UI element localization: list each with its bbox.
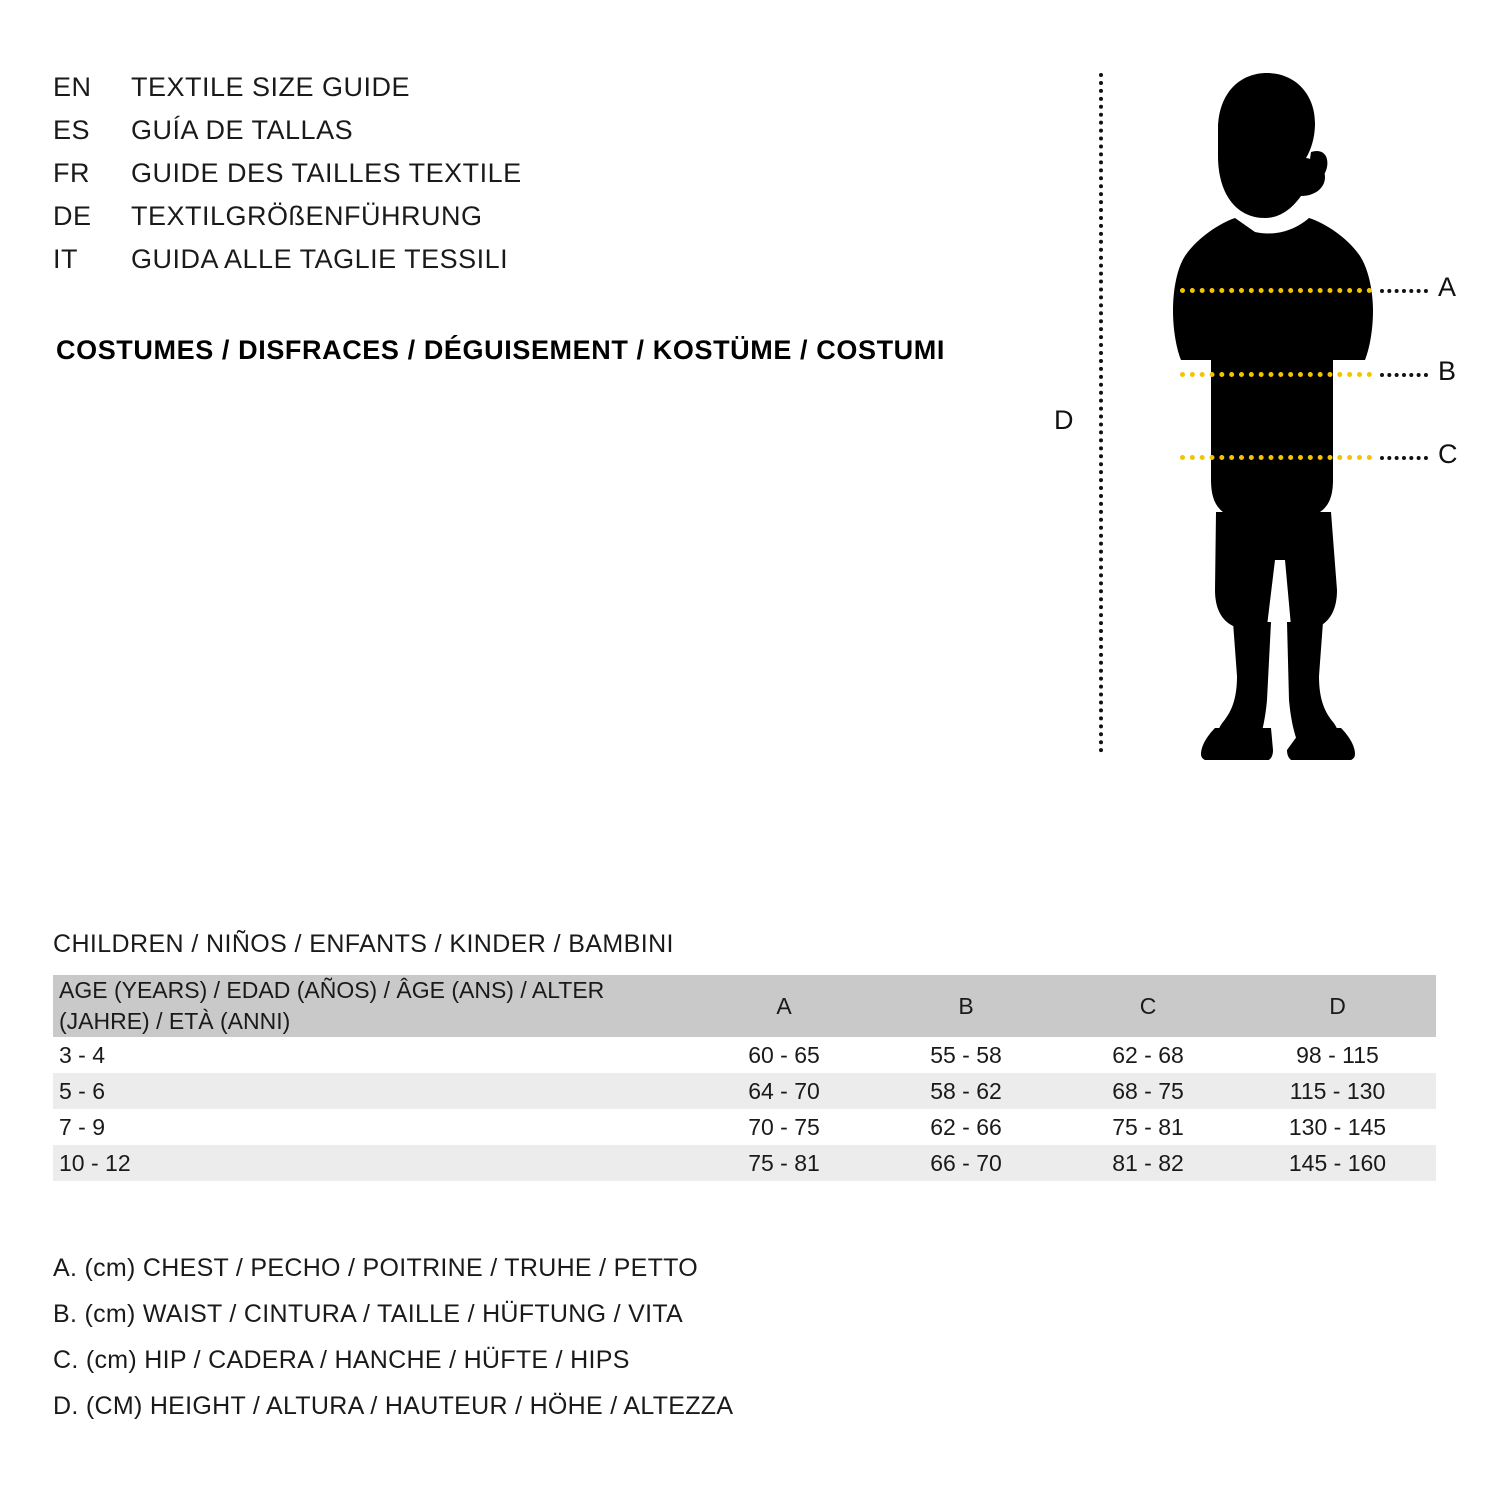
cell-b: 55 - 58	[930, 1041, 1002, 1068]
leader-line-waist	[1380, 373, 1428, 377]
language-title: GUÍA DE TALLAS	[131, 115, 354, 145]
column-header-age: AGE (YEARS) / EDAD (AÑOS) / ÂGE (ANS) / …	[59, 977, 605, 1035]
cell-c: 81 - 82	[1112, 1149, 1184, 1176]
cell-age: 7 - 9	[59, 1113, 106, 1140]
language-title: TEXTILE SIZE GUIDE	[131, 72, 411, 102]
language-code: ES	[53, 115, 91, 145]
column-header-d: D	[1329, 992, 1346, 1019]
child-silhouette-icon	[1173, 73, 1373, 760]
cell-c: 68 - 75	[1112, 1077, 1184, 1104]
cell-a: 64 - 70	[748, 1077, 820, 1104]
cell-a: 60 - 65	[748, 1041, 820, 1068]
marker-label-b: B	[1438, 356, 1457, 386]
cell-d: 145 - 160	[1288, 1149, 1387, 1176]
size-table-section: CHILDREN / NIÑOS / ENFANTS / KINDER / BA…	[53, 930, 1443, 1182]
cell-a: 70 - 75	[748, 1113, 820, 1140]
table-row: 10 - 12 75 - 81 66 - 70 81 - 82 145 - 16…	[53, 1145, 1436, 1182]
table-row: 7 - 9 70 - 75 62 - 66 75 - 81 130 - 145	[53, 1109, 1436, 1146]
leader-line-hip	[1380, 456, 1428, 460]
measurement-legend: A. (cm) CHEST / PECHO / POITRINE / TRUHE…	[53, 1245, 1053, 1429]
table-row: 3 - 4 60 - 65 55 - 58 62 - 68 98 - 115	[53, 1037, 1436, 1074]
cell-age: 5 - 6	[59, 1077, 106, 1104]
language-code: IT	[53, 244, 78, 274]
marker-label-a: A	[1438, 272, 1457, 302]
language-title: GUIDE DES TAILLES TEXTILE	[131, 158, 522, 188]
legend-item-d: D. (CM) HEIGHT / ALTURA / HAUTEUR / HÖHE…	[53, 1392, 734, 1420]
language-list: EN TEXTILE SIZE GUIDE ES GUÍA DE TALLAS …	[53, 72, 1033, 287]
language-row-de: DE TEXTILGRÖßENFÜHRUNG	[53, 201, 1033, 244]
measure-line-hip	[1180, 455, 1372, 460]
legend-item-a: A. (cm) CHEST / PECHO / POITRINE / TRUHE…	[53, 1254, 699, 1282]
cell-age: 10 - 12	[59, 1149, 131, 1176]
column-header-a: A	[776, 992, 792, 1019]
marker-label-c: C	[1438, 439, 1458, 469]
height-marker-label: D	[1054, 405, 1074, 435]
size-table: AGE (YEARS) / EDAD (AÑOS) / ÂGE (ANS) / …	[53, 975, 1436, 1182]
table-caption: CHILDREN / NIÑOS / ENFANTS / KINDER / BA…	[53, 930, 674, 958]
measure-line-chest	[1180, 288, 1372, 293]
legend-item-c: C. (cm) HIP / CADERA / HANCHE / HÜFTE / …	[53, 1346, 630, 1374]
column-header-c: C	[1139, 992, 1157, 1019]
language-row-es: ES GUÍA DE TALLAS	[53, 115, 1033, 158]
height-guide-line	[1099, 73, 1103, 753]
cell-b: 58 - 62	[930, 1077, 1002, 1104]
table-row: 5 - 6 64 - 70 58 - 62 68 - 75 115 - 130	[53, 1073, 1436, 1110]
leader-line-chest	[1380, 289, 1428, 293]
language-title: GUIDA ALLE TAGLIE TESSILI	[131, 244, 509, 274]
language-title: TEXTILGRÖßENFÜHRUNG	[131, 201, 483, 231]
cell-d: 130 - 145	[1288, 1113, 1387, 1140]
category-line: COSTUMES / DISFRACES / DÉGUISEMENT / KOS…	[56, 335, 945, 365]
legend-item-b: B. (cm) WAIST / CINTURA / TAILLE / HÜFTU…	[53, 1300, 684, 1328]
cell-age: 3 - 4	[59, 1041, 106, 1068]
language-row-it: IT GUIDA ALLE TAGLIE TESSILI	[53, 244, 1033, 287]
cell-d: 98 - 115	[1296, 1041, 1379, 1068]
language-code: DE	[53, 201, 92, 231]
language-row-fr: FR GUIDE DES TAILLES TEXTILE	[53, 158, 1033, 201]
language-code: FR	[53, 158, 90, 188]
measure-line-waist	[1180, 372, 1372, 377]
cell-a: 75 - 81	[748, 1149, 820, 1176]
language-row-en: EN TEXTILE SIZE GUIDE	[53, 72, 1033, 115]
table-header-row: AGE (YEARS) / EDAD (AÑOS) / ÂGE (ANS) / …	[53, 975, 1436, 1038]
cell-d: 115 - 130	[1289, 1077, 1386, 1104]
cell-b: 62 - 66	[930, 1113, 1002, 1140]
column-header-b: B	[958, 992, 974, 1019]
cell-c: 62 - 68	[1112, 1041, 1184, 1068]
language-code: EN	[53, 72, 92, 102]
cell-c: 75 - 81	[1112, 1113, 1184, 1140]
cell-b: 66 - 70	[930, 1149, 1002, 1176]
size-diagram: D A B C	[1040, 60, 1460, 760]
